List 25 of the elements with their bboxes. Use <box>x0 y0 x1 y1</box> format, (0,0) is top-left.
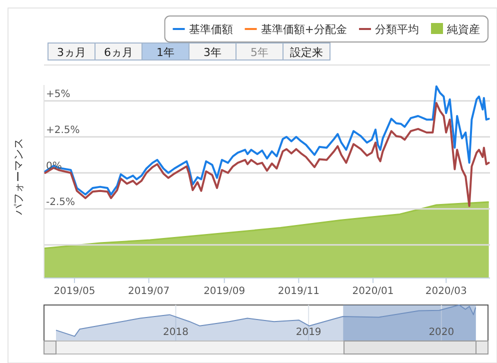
y-tick-label: -2.5% <box>46 196 76 208</box>
x-tick-label: 2019/09 <box>204 286 246 297</box>
x-tick-label: 2018 <box>163 327 188 338</box>
text: 3年 <box>204 46 222 59</box>
x-tick-label: 2019/11 <box>278 286 320 297</box>
x-tick-label: 2020/03 <box>425 286 467 297</box>
y-tick-label: +2.5% <box>46 124 80 136</box>
x-tick-label: 2019 <box>296 327 322 338</box>
y-axis-title: パフォーマンス <box>12 138 25 216</box>
x-tick-label: 2020 <box>428 327 454 338</box>
x-tick-label: 2020/01 <box>352 286 394 297</box>
text: 1年 <box>156 46 174 59</box>
x-tick-label: 2019/05 <box>54 286 96 297</box>
y-tick-label: 0% <box>46 160 62 172</box>
y-tick-label: +5% <box>46 88 70 100</box>
text: 5年 <box>250 46 268 59</box>
legend-label: 基準価額+分配金 <box>260 23 347 36</box>
x-tick-label: 2019/07 <box>128 286 170 297</box>
legend-label: 純資産 <box>447 23 480 36</box>
legend-label: 基準価額 <box>188 23 233 36</box>
text: 6ヵ月 <box>104 46 133 59</box>
text: 3ヵ月 <box>57 46 86 59</box>
legend: 純資産 <box>431 23 480 36</box>
legend-label: 分類平均 <box>375 23 419 36</box>
text: 設定来 <box>290 46 323 59</box>
